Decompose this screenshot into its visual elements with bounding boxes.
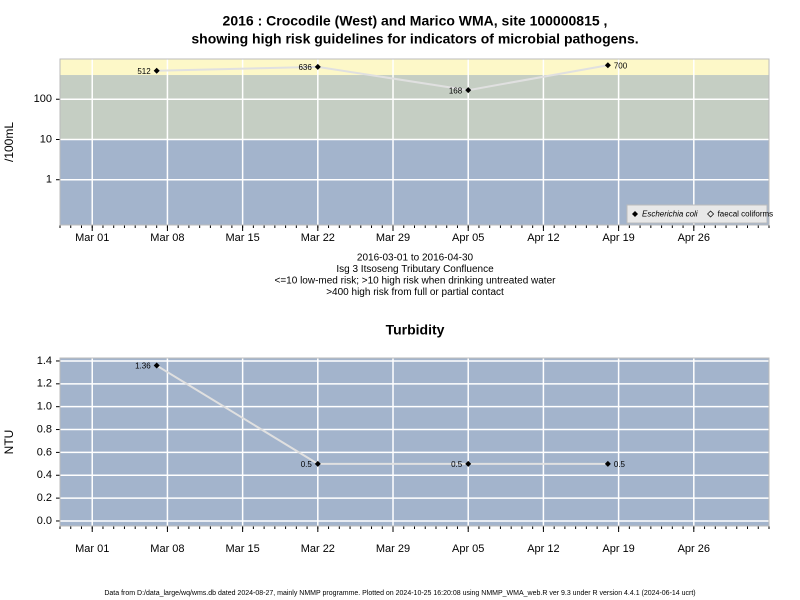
footer: Data from D:/data_large/wq/wms.db dated … xyxy=(104,590,695,597)
x-tick-label: Apr 19 xyxy=(602,543,634,555)
legend-label: Escherichia coli xyxy=(642,210,698,219)
x-tick-label: Apr 26 xyxy=(678,543,710,555)
data-label: 636 xyxy=(298,63,312,72)
data-point xyxy=(153,362,160,369)
x-tick-label: Mar 29 xyxy=(376,543,410,555)
data-point xyxy=(153,67,160,74)
y-tick-label: 1.0 xyxy=(37,401,52,413)
caption: 2016-03-01 to 2016-04-30 xyxy=(357,253,474,264)
data-point xyxy=(465,87,472,94)
caption: Isg 3 Itsoseng Tributary Confluence xyxy=(336,264,494,275)
data-label: 700 xyxy=(614,61,628,70)
series-line xyxy=(156,64,609,92)
data-point xyxy=(314,460,321,467)
y-axis-label: NTU xyxy=(2,430,16,455)
legend-box xyxy=(626,204,768,224)
data-label: 0.5 xyxy=(451,460,463,469)
x-tick-label: Mar 08 xyxy=(150,232,184,244)
x-tick-label: Apr 12 xyxy=(527,232,559,244)
data-label: 512 xyxy=(137,67,151,76)
y-tick-label: 1 xyxy=(46,174,52,186)
data-label: 168 xyxy=(449,86,463,95)
plot-frame xyxy=(59,58,770,226)
data-label: 0.5 xyxy=(301,460,313,469)
data-point xyxy=(604,460,611,467)
x-tick-label: Mar 22 xyxy=(301,232,335,244)
chart-title: Turbidity xyxy=(386,322,445,338)
data-point xyxy=(465,460,472,467)
plot-frame xyxy=(59,357,770,527)
legend-marker xyxy=(632,211,638,217)
y-tick-label: 1.2 xyxy=(37,378,52,390)
x-tick-label: Mar 15 xyxy=(225,232,259,244)
y-tick-label: 0.2 xyxy=(37,492,52,504)
risk-band xyxy=(60,59,769,76)
y-tick-label: 100 xyxy=(34,93,52,105)
y-tick-label: 0.8 xyxy=(37,423,52,435)
caption: <=10 low-med risk; >10 high risk when dr… xyxy=(275,276,557,287)
data-label: 1.36 xyxy=(135,362,151,371)
x-tick-label: Mar 29 xyxy=(376,232,410,244)
x-tick-label: Apr 12 xyxy=(527,543,559,555)
y-tick-label: 0.6 xyxy=(37,446,52,458)
data-point xyxy=(314,63,321,70)
x-tick-label: Apr 05 xyxy=(452,232,484,244)
caption: >400 high risk from full or partial cont… xyxy=(326,287,504,298)
series-line xyxy=(156,364,608,465)
x-tick-label: Apr 26 xyxy=(678,232,710,244)
x-tick-label: Apr 05 xyxy=(452,543,484,555)
risk-band xyxy=(60,75,769,140)
x-tick-label: Apr 19 xyxy=(602,232,634,244)
y-tick-label: 0.0 xyxy=(37,515,52,527)
y-axis-label: /100mL xyxy=(2,122,16,162)
x-tick-label: Mar 01 xyxy=(75,543,109,555)
x-tick-label: Mar 08 xyxy=(150,543,184,555)
y-tick-label: 1.4 xyxy=(37,355,52,367)
legend-marker xyxy=(707,210,715,218)
x-tick-label: Mar 22 xyxy=(301,543,335,555)
chart-title: showing high risk guidelines for indicat… xyxy=(191,31,638,47)
data-point xyxy=(604,62,611,69)
legend-label: faecal coliforms xyxy=(718,210,774,219)
x-tick-label: Mar 01 xyxy=(75,232,109,244)
x-tick-label: Mar 15 xyxy=(225,543,259,555)
y-tick-label: 10 xyxy=(40,133,52,145)
data-label: 0.5 xyxy=(614,460,626,469)
chart-title: 2016 : Crocodile (West) and Marico WMA, … xyxy=(223,13,608,29)
y-tick-label: 0.4 xyxy=(37,469,52,481)
